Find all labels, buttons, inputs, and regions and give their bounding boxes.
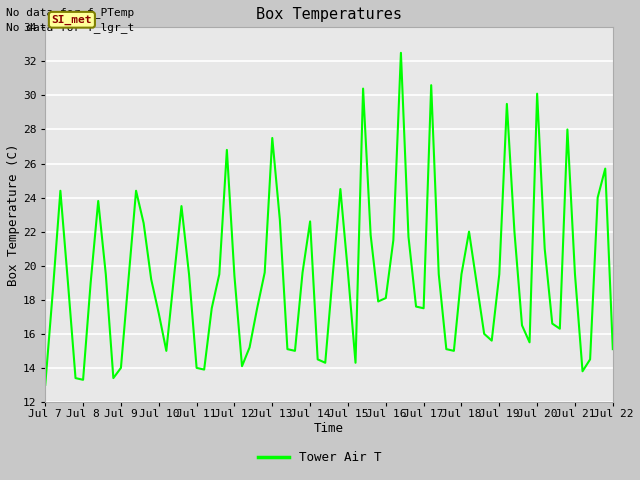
Legend: Tower Air T: Tower Air T (253, 446, 387, 469)
Title: Box Temperatures: Box Temperatures (256, 7, 402, 22)
Text: No data for f_lgr_t: No data for f_lgr_t (6, 22, 134, 33)
Text: No data for f_PTemp: No data for f_PTemp (6, 7, 134, 18)
Text: SI_met: SI_met (52, 15, 92, 25)
Y-axis label: Box Temperature (C): Box Temperature (C) (7, 144, 20, 286)
X-axis label: Time: Time (314, 421, 344, 435)
